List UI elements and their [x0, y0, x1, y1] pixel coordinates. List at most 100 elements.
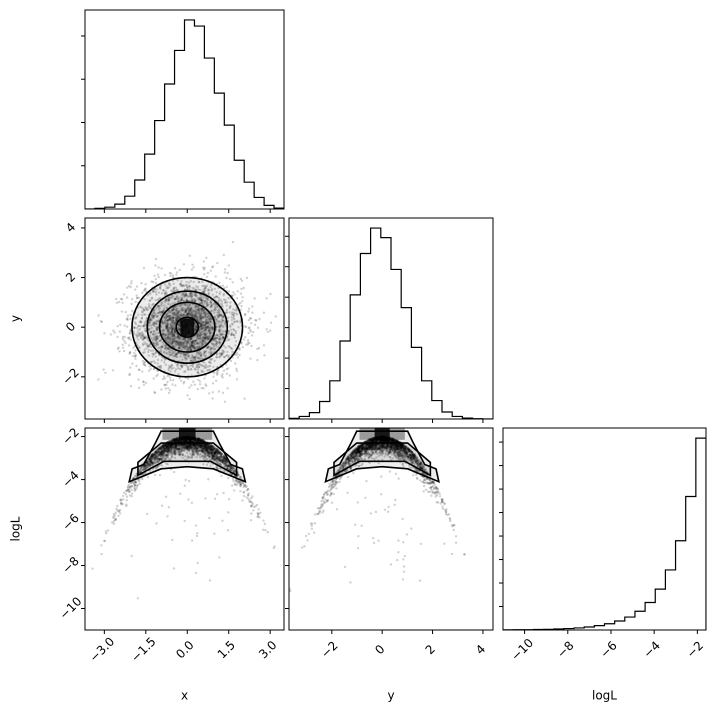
scatter-point — [143, 430, 145, 432]
scatter-point — [138, 333, 141, 336]
scatter-point — [151, 302, 155, 306]
scatter-point — [176, 296, 179, 300]
scatter-point — [151, 456, 154, 459]
scatter-point — [154, 314, 157, 317]
scatter-point — [200, 444, 203, 447]
scatter-point — [183, 446, 186, 450]
scatter-point — [203, 311, 206, 315]
scatter-point — [205, 275, 209, 279]
scatter-point — [217, 451, 220, 454]
scatter-point — [213, 532, 216, 535]
scatter-point — [191, 450, 195, 453]
scatter-point — [232, 328, 235, 331]
scatter-point — [192, 439, 195, 442]
scatter-point — [165, 462, 168, 465]
scatter-point — [195, 443, 199, 446]
scatter-point — [197, 345, 201, 348]
scatter-point — [142, 361, 146, 364]
scatter-point — [167, 348, 170, 351]
scatter-point — [139, 466, 142, 470]
scatter-point — [210, 328, 214, 331]
scatter-point — [180, 280, 183, 283]
scatter-point — [155, 457, 158, 461]
scatter-point — [191, 358, 194, 362]
scatter-point — [249, 519, 253, 522]
scatter-point — [209, 320, 212, 324]
scatter-point — [160, 310, 163, 313]
scatter-point — [207, 451, 211, 454]
scatter-point — [176, 440, 179, 443]
scatter-point — [173, 355, 176, 358]
scatter-point — [166, 450, 169, 453]
scatter-point — [103, 539, 106, 543]
scatter-point — [199, 316, 202, 320]
scatter-point — [201, 446, 204, 450]
scatter-point — [178, 443, 181, 447]
scatter-point — [150, 458, 153, 461]
scatter-point — [193, 343, 196, 346]
scatter-point — [266, 330, 269, 334]
scatter-point — [204, 363, 208, 367]
scatter-point — [262, 344, 266, 347]
scatter-point — [185, 340, 188, 344]
scatter-point — [153, 287, 157, 290]
scatter-point — [218, 325, 222, 328]
scatter-point — [182, 338, 185, 341]
scatter-point — [177, 343, 180, 347]
scatter-point — [146, 460, 149, 463]
scatter-point — [155, 315, 158, 318]
scatter-point — [195, 437, 198, 440]
scatter-point — [199, 454, 202, 457]
scatter-point — [214, 450, 218, 453]
scatter-point — [160, 348, 163, 351]
scatter-point — [195, 346, 199, 349]
scatter-point — [201, 450, 204, 453]
scatter-point — [202, 449, 205, 452]
scatter-point — [211, 382, 215, 385]
scatter-point — [151, 462, 154, 466]
scatter-point — [151, 468, 155, 471]
scatter-point — [201, 340, 204, 343]
scatter-point — [167, 366, 171, 370]
scatter-point — [174, 450, 178, 454]
scatter-point — [190, 456, 193, 459]
scatter-point — [187, 338, 191, 341]
scatter-point — [218, 458, 221, 461]
scatter-point — [158, 306, 161, 310]
scatter-point — [170, 443, 174, 447]
scatter-point — [200, 307, 204, 310]
scatter-point — [150, 297, 154, 300]
scatter-point — [170, 450, 174, 453]
scatter-point — [185, 348, 188, 351]
scatter-point — [167, 446, 171, 450]
scatter-point — [180, 306, 183, 310]
scatter-point — [201, 315, 204, 318]
scatter-point — [176, 341, 179, 344]
scatter-point — [202, 312, 205, 315]
scatter-point — [151, 458, 155, 461]
scatter-point — [150, 455, 153, 458]
scatter-point — [171, 290, 174, 293]
scatter-point — [200, 449, 204, 453]
scatter-point — [188, 444, 192, 447]
scatter-point — [177, 336, 180, 339]
scatter-point — [205, 450, 208, 453]
scatter-point — [200, 325, 203, 328]
scatter-point — [144, 283, 147, 286]
scatter-point — [206, 312, 210, 315]
scatter-point — [173, 301, 177, 305]
scatter-point — [212, 447, 216, 450]
scatter-point — [206, 447, 210, 450]
scatter-point — [150, 456, 153, 459]
scatter-point — [213, 315, 216, 318]
scatter-point — [164, 444, 168, 448]
scatter-point — [220, 454, 223, 457]
scatter-point — [210, 448, 213, 451]
scatter-point — [218, 327, 222, 330]
scatter-point — [168, 326, 171, 329]
scatter-point — [199, 444, 203, 447]
scatter-point — [207, 315, 210, 318]
scatter-point — [219, 341, 222, 344]
scatter-point — [157, 276, 160, 279]
